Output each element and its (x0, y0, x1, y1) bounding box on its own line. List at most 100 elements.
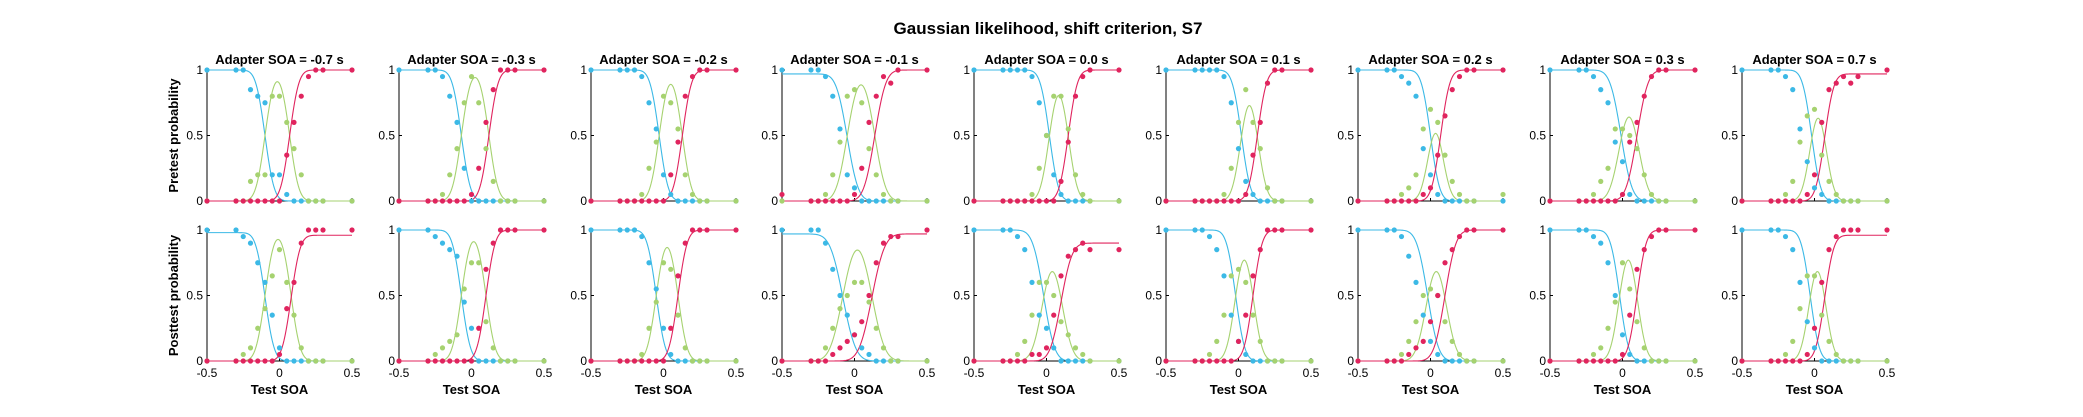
data-point-simul (1797, 139, 1803, 145)
data-point-post (1442, 113, 1448, 119)
data-point-pre (1619, 159, 1626, 165)
x-tick-label: 0.5 (1303, 366, 1320, 380)
data-point-pre (1250, 191, 1256, 198)
data-point-post (1029, 351, 1035, 358)
data-point-simul (1656, 358, 1662, 364)
data-point-post (1464, 67, 1470, 73)
data-point-simul (1605, 325, 1611, 331)
data-point-simul (1235, 266, 1242, 272)
data-point-simul (1272, 198, 1278, 204)
y-tick-label: 0 (1539, 194, 1546, 208)
data-point-post (298, 240, 304, 246)
data-point-simul (1449, 338, 1455, 344)
data-point-pre (1080, 198, 1086, 204)
data-point-simul (1080, 191, 1086, 198)
y-tick-label: 1 (388, 223, 395, 237)
data-point-simul (1471, 358, 1477, 364)
data-point-simul (1435, 119, 1441, 125)
data-point-post (439, 358, 446, 364)
data-point-post (1804, 351, 1810, 358)
data-point-pre (859, 198, 865, 204)
data-point-simul (1072, 345, 1079, 351)
data-point-pre (837, 126, 843, 132)
data-point-pre (851, 185, 858, 191)
data-point-simul (1782, 351, 1789, 358)
data-point-pre (1449, 198, 1455, 204)
data-point-pre (461, 165, 467, 171)
data-point-post (624, 198, 630, 204)
panel-title-2: Adapter SOA = -0.2 s (599, 52, 727, 67)
data-point-simul (349, 358, 355, 364)
data-point-pre (1029, 279, 1035, 285)
panel-r0-c5: Adapter SOA = 0.1 s 0 0.5 1 (1145, 52, 1314, 208)
data-point-post (1406, 351, 1412, 358)
data-point-simul (490, 345, 496, 351)
data-point-post (1087, 247, 1093, 253)
data-point-post (1627, 312, 1633, 318)
data-point-post (1420, 338, 1426, 344)
data-point-post (1264, 227, 1271, 233)
data-point-pre (204, 227, 210, 233)
data-point-pre (1406, 253, 1412, 259)
panel-r0-c0: Adapter SOA = -0.7 s 0 0.5 1 (186, 52, 355, 208)
data-point-pre (447, 93, 453, 99)
data-point-pre (1413, 93, 1419, 99)
x-tick-label: 0 (1811, 366, 1818, 380)
data-point-pre (1214, 67, 1220, 73)
data-point-simul (1627, 286, 1633, 292)
data-point-post (1043, 198, 1050, 204)
y-tick-label: 1 (580, 223, 587, 237)
data-point-pre (1797, 279, 1803, 285)
data-point-post (1257, 119, 1263, 125)
data-point-post (1782, 358, 1789, 364)
data-point-simul (454, 332, 460, 338)
data-point-pre (624, 227, 630, 233)
y-tick-label: 0 (963, 354, 970, 368)
data-point-simul (284, 279, 290, 285)
data-point-post (1790, 358, 1796, 364)
data-point-simul (313, 358, 319, 364)
data-point-simul (1058, 319, 1064, 325)
data-point-post (1826, 247, 1832, 253)
data-point-post (1427, 185, 1434, 191)
data-point-pre (476, 198, 482, 204)
x-axis-label: Test SOA (1594, 382, 1652, 397)
panel-title-0: Adapter SOA = -0.7 s (215, 52, 343, 67)
data-point-simul (859, 100, 865, 106)
data-point-post (233, 198, 239, 204)
panel-title-4: Adapter SOA = 0.0 s (984, 52, 1108, 67)
x-tick-label: 0 (1427, 366, 1434, 380)
data-point-post (1221, 358, 1227, 364)
data-point-post (1272, 227, 1278, 233)
data-point-post (1014, 198, 1021, 204)
x-tick-label: 0 (276, 366, 283, 380)
data-point-post (733, 227, 739, 233)
data-point-post (1797, 198, 1803, 204)
data-point-simul (1442, 319, 1448, 325)
data-point-simul (779, 198, 785, 204)
data-point-post (1279, 227, 1285, 233)
data-point-pre (1590, 233, 1597, 240)
x-tick-label: -0.5 (964, 366, 985, 380)
data-point-post (1648, 233, 1655, 240)
data-point-post (1384, 358, 1390, 364)
data-point-simul (888, 358, 894, 364)
data-point-simul (512, 198, 518, 204)
data-point-simul (1221, 312, 1227, 318)
data-point-pre (1043, 325, 1050, 331)
data-point-post (1058, 273, 1064, 279)
data-point-simul (447, 338, 453, 344)
data-point-pre (1406, 80, 1412, 86)
data-point-post (675, 273, 681, 279)
data-point-simul (888, 198, 894, 204)
data-point-simul (461, 286, 467, 292)
x-tick-label: -0.5 (1348, 366, 1369, 380)
data-point-simul (697, 198, 703, 204)
data-point-simul (247, 345, 254, 351)
data-point-simul (822, 345, 829, 351)
data-point-simul (1398, 191, 1405, 198)
data-point-simul (646, 325, 652, 331)
data-point-post (1199, 358, 1205, 364)
data-point-post (276, 198, 283, 204)
